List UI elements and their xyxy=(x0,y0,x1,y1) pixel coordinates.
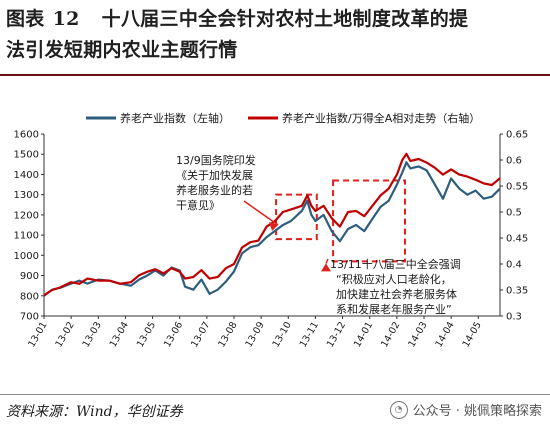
x-tick-label: 13-10 xyxy=(271,320,294,349)
y-right-tick-label: 0.4 xyxy=(506,260,522,271)
watermark-text: 公众号 · 姚佩策略探索 xyxy=(412,404,542,419)
y-left-tick-label: 1500 xyxy=(14,150,39,161)
annotation-plenum-line: “积极应对人口老龄化， xyxy=(336,272,452,286)
title-rule xyxy=(0,74,550,76)
x-tick-label: 13-08 xyxy=(216,320,239,349)
annotation-arrow-1 xyxy=(243,200,279,226)
annotation-policy-line: 《关于加快发展 xyxy=(176,168,253,182)
y-right-tick-label: 0.55 xyxy=(506,182,528,193)
y-right-tick-label: 0.6 xyxy=(506,156,522,167)
highlight-box xyxy=(275,193,318,241)
x-tick-label: 13-12 xyxy=(325,320,348,349)
series-line-index xyxy=(43,161,501,297)
x-tick-label: 13-03 xyxy=(81,320,104,349)
y-left-tick-label: 1100 xyxy=(14,231,39,242)
title-line-2: 法引发短期内农业主题行情 xyxy=(6,39,238,61)
x-tick-label: 13-09 xyxy=(243,320,266,349)
series-line-relative xyxy=(43,152,501,297)
y-right-tick-label: 0.3 xyxy=(506,312,522,323)
y-right-tick-label: 0.35 xyxy=(506,286,528,297)
y-right-tick-label: 0.45 xyxy=(506,234,528,245)
legend-label-relative: 养老产业指数/万得全A相对走势（右轴） xyxy=(282,111,480,125)
y-left-tick-label: 800 xyxy=(20,291,39,302)
annotation-plenum-line: 13/11十八届三中全会强调 xyxy=(330,257,461,271)
x-tick-label: 13-11 xyxy=(298,320,321,349)
x-tick-label: 13-05 xyxy=(135,320,158,349)
title-label: 图表 xyxy=(6,8,45,30)
chart-title: 图表 12 十八届三中全会针对农村土地制度改革的提 法引发短期内农业主题行情 xyxy=(6,4,546,66)
annotation-plenum-line: 系和发展老年服务产业” xyxy=(336,302,452,316)
wechat-icon: ◔ xyxy=(389,400,408,419)
series-lines xyxy=(43,152,501,297)
annotation-policy-line: 养老服务业的若 xyxy=(176,183,253,197)
y-left-tick-label: 1600 xyxy=(14,130,39,141)
x-tick-label: 14-02 xyxy=(379,320,402,349)
y-left-tick-label: 1200 xyxy=(14,210,39,221)
watermark: ◔ 公众号 · 姚佩策略探索 xyxy=(389,400,542,419)
annotation-plenum-line: 加快建立社会养老服务体 xyxy=(336,287,457,301)
highlight-boxes xyxy=(275,179,407,263)
x-tick-label: 14-05 xyxy=(461,320,484,349)
title-text-1: 十八届三中全会针对农村土地制度改革的提 xyxy=(101,8,469,30)
legend-label-index: 养老产业指数（左轴） xyxy=(120,111,230,125)
line-chart: 养老产业指数（左轴） 养老产业指数/万得全A相对走势（右轴） 700 800 900… xyxy=(14,111,529,350)
annotation-arrow-2 xyxy=(325,258,329,264)
x-tick-label: 14-04 xyxy=(433,320,456,349)
x-tick-label: 13-01 xyxy=(26,320,49,349)
title-number: 12 xyxy=(52,8,80,30)
x-tick-label: 13-06 xyxy=(162,320,185,349)
annotation-arrowhead-2 xyxy=(321,263,331,272)
annotation-arrowhead-1 xyxy=(269,222,279,231)
x-tick-label: 13-02 xyxy=(53,320,76,349)
y-right-tick-label: 0.65 xyxy=(506,130,528,141)
annotation-policy-line: 13/9国务院印发 xyxy=(176,153,256,167)
y-right-tick-label: 0.5 xyxy=(506,208,522,219)
y-left-tick-label: 1300 xyxy=(14,190,39,201)
footer-rule xyxy=(0,394,550,395)
x-tick-label: 13-04 xyxy=(108,320,131,349)
title-line-1: 图表 12 十八届三中全会针对农村土地制度改革的提 xyxy=(6,4,546,35)
y-left-tick-label: 900 xyxy=(20,271,39,282)
y-left-tick-label: 1000 xyxy=(14,251,39,262)
x-tick-label: 13-07 xyxy=(189,320,212,349)
y-left-tick-label: 1400 xyxy=(14,170,39,181)
x-tick-label: 14-03 xyxy=(406,320,429,349)
source-note: 资料来源：Wind，华创证券 xyxy=(6,404,183,420)
x-tick-label: 14-01 xyxy=(352,320,375,349)
axes: 700 800 900 1000 1100 1200 1300 1400 1500 1600 0.3… xyxy=(14,130,529,350)
y-left-tick-label: 700 xyxy=(20,312,39,323)
legend: 养老产业指数（左轴） 养老产业指数/万得全A相对走势（右轴） xyxy=(86,111,480,125)
annotation-policy-line: 干意见》 xyxy=(176,198,220,212)
